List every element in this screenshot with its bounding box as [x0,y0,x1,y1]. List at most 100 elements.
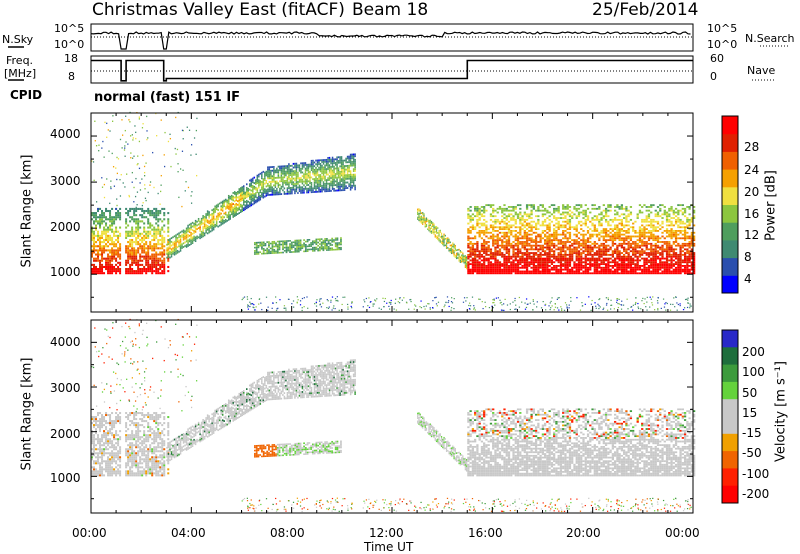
power-cell [105,259,108,262]
power-cell [349,164,352,167]
power-cell [541,270,545,273]
power-cell [143,165,146,168]
power-cell [573,226,576,229]
power-cell [313,172,316,175]
power-cell [467,237,470,240]
power-cell [471,224,475,227]
power-cell [235,191,237,194]
power-cell [632,222,635,225]
power-cell [318,188,320,191]
power-cell [130,152,132,154]
power-cell [324,164,326,167]
power-cell [190,202,193,204]
power-cell [559,224,563,227]
power-cell [324,184,326,187]
power-cell [512,207,515,210]
power-cell [339,156,341,159]
power-cell [276,171,278,174]
power-cell [274,169,277,172]
power-cell [627,272,630,275]
power-cell [503,268,506,271]
power-cell [239,203,242,206]
power-cell [485,272,488,275]
power-cell [153,249,156,252]
power-cell [101,265,104,269]
power-cell [546,263,549,266]
power-cell [480,266,484,269]
power-cell [571,239,574,242]
power-cell [620,257,624,260]
power-cell [318,163,320,165]
power-cell [325,168,328,171]
power-cell [94,140,96,142]
power-cell [238,206,240,209]
power-cell [443,243,445,245]
power-cell [131,251,134,254]
power-cell [187,239,189,242]
power-cell [273,175,275,178]
power-cell [325,158,328,161]
power-cell [650,211,653,214]
power-cell [641,233,644,236]
power-cell [300,191,302,194]
power-cell [329,249,332,251]
power-cell [643,233,646,236]
power-cell [233,209,236,212]
power-cell [318,174,320,177]
power-cell [254,246,256,249]
power-cell [575,239,578,242]
power-cell [157,209,160,213]
power-cell [632,259,635,262]
power-cell [101,263,104,266]
power-cell [525,204,529,207]
power-cell [428,226,430,229]
power-cell [616,270,619,273]
power-cell [133,209,136,213]
power-cell [250,204,253,207]
power-cell [133,220,136,223]
power-cell [546,217,549,219]
power-cell [496,268,499,271]
power-cell [512,248,515,251]
power-cell [258,184,260,187]
power-cell [654,261,657,264]
power-cell [115,243,118,246]
power-cell [591,257,594,260]
power-cell [503,207,506,210]
power-cell [623,217,626,219]
power-cell [163,165,166,168]
power-cell [580,224,583,227]
power-cell [501,263,504,266]
power-cell [280,243,283,246]
power-cell [117,247,120,250]
power-cell [474,209,477,212]
power-cell [487,244,490,247]
power-cell [539,257,542,260]
power-cell [267,190,269,193]
power-cell [609,246,612,249]
power-cell [153,245,156,248]
power-cell [267,175,269,178]
power-cell [145,209,148,213]
power-cell [539,235,542,238]
power-cell [580,263,583,266]
power-cell [602,253,605,256]
power-cell [322,181,325,184]
power-cell [327,247,330,250]
power-cell [283,191,286,193]
power-cell [167,257,170,260]
power-cell [525,222,529,225]
power-cell [586,231,590,234]
power-cell [307,173,310,175]
power-cell [138,167,141,170]
power-cell [656,211,660,214]
power-cell [327,241,330,243]
power-cell [328,171,331,174]
power-cell [636,246,639,249]
power-cell [593,259,596,262]
power-cell [510,257,513,260]
power-cell [221,220,224,223]
power-cell [147,209,150,213]
power-cell [618,266,621,269]
power-cell [313,174,316,177]
